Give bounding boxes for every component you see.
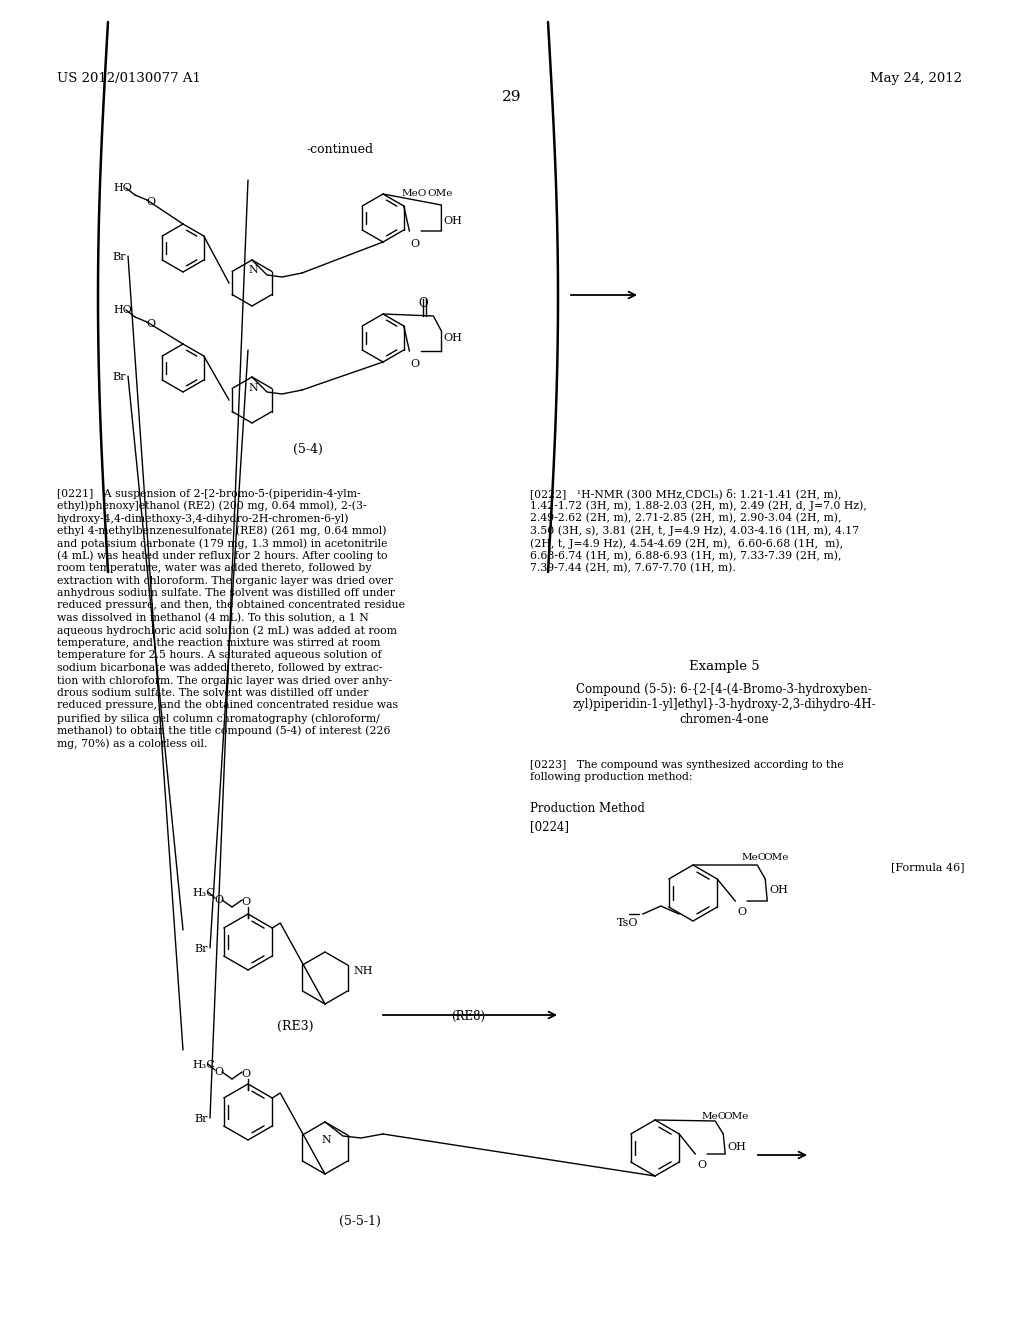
Text: hydroxy-4,4-dimethoxy-3,4-dihydro-2H-chromen-6-yl): hydroxy-4,4-dimethoxy-3,4-dihydro-2H-chr… (57, 513, 349, 524)
Text: Compound (5-5): 6-{2-[4-(4-Bromo-3-hydroxyben-: Compound (5-5): 6-{2-[4-(4-Bromo-3-hydro… (577, 682, 871, 696)
Text: tion with chloroform. The organic layer was dried over anhy-: tion with chloroform. The organic layer … (57, 676, 392, 685)
Text: N: N (248, 265, 258, 275)
Text: 7.39-7.44 (2H, m), 7.67-7.70 (1H, m).: 7.39-7.44 (2H, m), 7.67-7.70 (1H, m). (530, 564, 736, 573)
Text: zyl)piperidin-1-yl]ethyl}-3-hydroxy-2,3-dihydro-4H-: zyl)piperidin-1-yl]ethyl}-3-hydroxy-2,3-… (572, 698, 876, 711)
Text: aqueous hydrochloric acid solution (2 mL) was added at room: aqueous hydrochloric acid solution (2 mL… (57, 626, 397, 636)
Text: (5-4): (5-4) (293, 444, 323, 455)
Text: reduced pressure, and the obtained concentrated residue was: reduced pressure, and the obtained conce… (57, 701, 398, 710)
Text: OH: OH (727, 1142, 746, 1152)
Text: O: O (146, 197, 155, 207)
Text: methanol) to obtain the title compound (5-4) of interest (226: methanol) to obtain the title compound (… (57, 726, 390, 737)
Text: (2H, t, J=4.9 Hz), 4.54-4.69 (2H, m),  6.60-6.68 (1H,  m),: (2H, t, J=4.9 Hz), 4.54-4.69 (2H, m), 6.… (530, 539, 843, 549)
Text: temperature for 2.5 hours. A saturated aqueous solution of: temperature for 2.5 hours. A saturated a… (57, 651, 382, 660)
Text: sodium bicarbonate was added thereto, followed by extrac-: sodium bicarbonate was added thereto, fo… (57, 663, 383, 673)
Text: (5-5-1): (5-5-1) (339, 1214, 381, 1228)
Text: 29: 29 (502, 90, 522, 104)
Text: O: O (146, 319, 155, 329)
Text: Br: Br (112, 372, 126, 381)
Text: (RE8): (RE8) (451, 1010, 485, 1023)
Text: O: O (241, 898, 250, 907)
Text: [Formula 46]: [Formula 46] (891, 862, 965, 873)
Text: O: O (411, 239, 420, 249)
Text: H₃C: H₃C (193, 1060, 215, 1071)
Text: temperature, and the reaction mixture was stirred at room: temperature, and the reaction mixture wa… (57, 638, 380, 648)
Text: 6.68-6.74 (1H, m), 6.88-6.93 (1H, m), 7.33-7.39 (2H, m),: 6.68-6.74 (1H, m), 6.88-6.93 (1H, m), 7.… (530, 550, 842, 561)
Text: O: O (419, 297, 428, 310)
Text: and potassium carbonate (179 mg, 1.3 mmol) in acetonitrile: and potassium carbonate (179 mg, 1.3 mmo… (57, 539, 387, 549)
Text: TsO: TsO (616, 917, 638, 928)
Text: 3.50 (3H, s), 3.81 (2H, t, J=4.9 Hz), 4.03-4.16 (1H, m), 4.17: 3.50 (3H, s), 3.81 (2H, t, J=4.9 Hz), 4.… (530, 525, 859, 536)
Text: [0224]: [0224] (530, 820, 569, 833)
Text: OMe: OMe (723, 1111, 749, 1121)
Text: Br: Br (112, 252, 126, 261)
Text: was dissolved in methanol (4 mL). To this solution, a 1 N: was dissolved in methanol (4 mL). To thi… (57, 612, 369, 623)
Text: US 2012/0130077 A1: US 2012/0130077 A1 (57, 73, 201, 84)
Text: [0222]   ¹H-NMR (300 MHz,CDCl₃) δ: 1.21-1.41 (2H, m),: [0222] ¹H-NMR (300 MHz,CDCl₃) δ: 1.21-1.… (530, 488, 842, 499)
Text: OH: OH (769, 884, 788, 895)
Text: (4 mL) was heated under reflux for 2 hours. After cooling to: (4 mL) was heated under reflux for 2 hou… (57, 550, 387, 561)
Text: O: O (214, 895, 223, 906)
Text: OMe: OMe (427, 189, 453, 198)
Text: [0221]   A suspension of 2-[2-bromo-5-(piperidin-4-ylm-: [0221] A suspension of 2-[2-bromo-5-(pip… (57, 488, 360, 499)
Text: O: O (697, 1160, 707, 1170)
Text: drous sodium sulfate. The solvent was distilled off under: drous sodium sulfate. The solvent was di… (57, 688, 369, 698)
Text: Production Method: Production Method (530, 803, 645, 814)
Text: [0223]   The compound was synthesized according to the: [0223] The compound was synthesized acco… (530, 760, 844, 770)
Text: chromen-4-one: chromen-4-one (679, 713, 769, 726)
Text: extraction with chloroform. The organic layer was dried over: extraction with chloroform. The organic … (57, 576, 393, 586)
Text: room temperature, water was added thereto, followed by: room temperature, water was added theret… (57, 564, 372, 573)
Text: OH: OH (443, 216, 462, 226)
Text: OMe: OMe (763, 853, 788, 862)
Text: NH: NH (353, 966, 373, 975)
Text: reduced pressure, and then, the obtained concentrated residue: reduced pressure, and then, the obtained… (57, 601, 406, 610)
Text: ethyl)phenoxy]ethanol (RE2) (200 mg, 0.64 mmol), 2-(3-: ethyl)phenoxy]ethanol (RE2) (200 mg, 0.6… (57, 500, 367, 511)
Text: O: O (214, 1067, 223, 1077)
Text: N: N (322, 1135, 331, 1144)
Text: anhydrous sodium sulfate. The solvent was distilled off under: anhydrous sodium sulfate. The solvent wa… (57, 587, 395, 598)
Text: OH: OH (443, 333, 462, 343)
Text: O: O (241, 1069, 250, 1078)
Text: MeO: MeO (401, 189, 427, 198)
Text: mg, 70%) as a colorless oil.: mg, 70%) as a colorless oil. (57, 738, 208, 748)
Text: Br: Br (194, 944, 208, 954)
Text: MeO: MeO (701, 1111, 727, 1121)
Text: purified by silica gel column chromatography (chloroform/: purified by silica gel column chromatogr… (57, 713, 380, 723)
Text: -continued: -continued (306, 143, 374, 156)
Text: Br: Br (194, 1114, 208, 1125)
Text: Example 5: Example 5 (689, 660, 760, 673)
Text: O: O (737, 907, 746, 917)
Text: (RE3): (RE3) (276, 1020, 313, 1034)
Text: 1.42-1.72 (3H, m), 1.88-2.03 (2H, m), 2.49 (2H, d, J=7.0 Hz),: 1.42-1.72 (3H, m), 1.88-2.03 (2H, m), 2.… (530, 500, 867, 511)
Text: ethyl 4-methylbenzenesulfonate (RE8) (261 mg, 0.64 mmol): ethyl 4-methylbenzenesulfonate (RE8) (26… (57, 525, 386, 536)
Text: HO: HO (113, 305, 132, 315)
Text: 2.49-2.62 (2H, m), 2.71-2.85 (2H, m), 2.90-3.04 (2H, m),: 2.49-2.62 (2H, m), 2.71-2.85 (2H, m), 2.… (530, 513, 842, 523)
Text: H₃C: H₃C (193, 888, 215, 898)
Text: May 24, 2012: May 24, 2012 (870, 73, 962, 84)
Text: O: O (411, 359, 420, 370)
Text: HO: HO (113, 183, 132, 193)
Text: MeO: MeO (741, 853, 767, 862)
Text: following production method:: following production method: (530, 772, 692, 783)
Text: N: N (248, 383, 258, 393)
